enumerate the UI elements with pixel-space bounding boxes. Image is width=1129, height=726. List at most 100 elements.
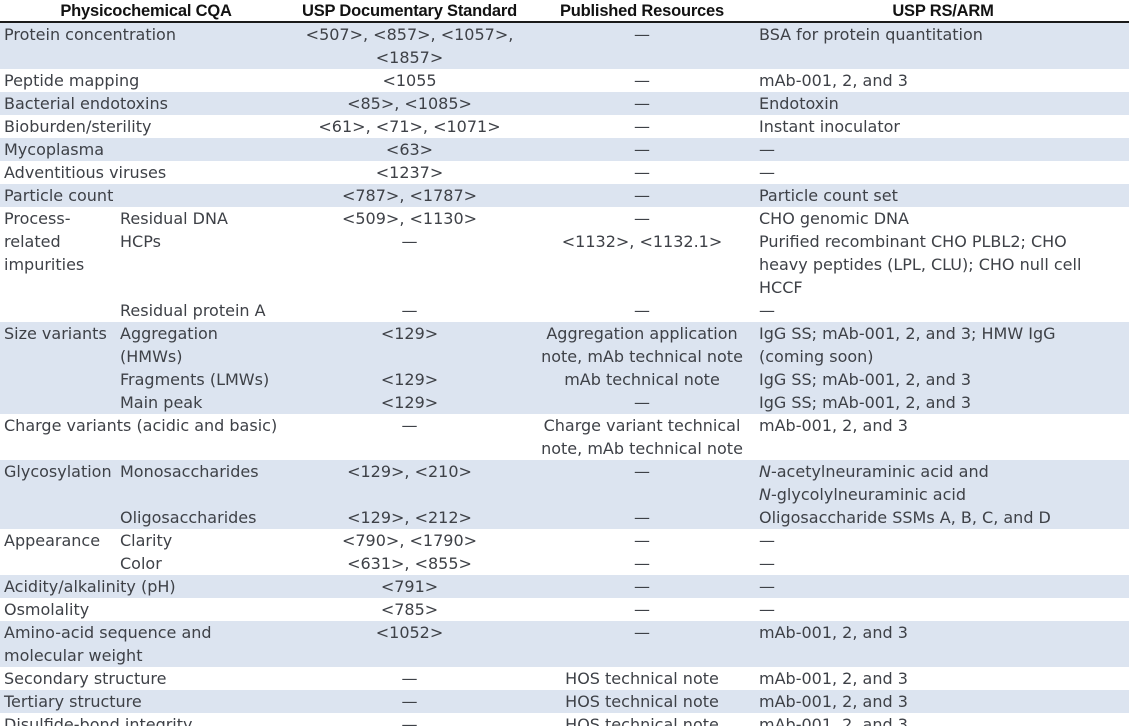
cell-published-resources: —: [634, 186, 650, 205]
row-items: <791> — —: [292, 575, 1129, 598]
item-line: — HOS technical note mAb-001, 2, and 3: [292, 667, 1129, 690]
table-row: Bacterial endotoxins <85>, <1085> — Endotox…: [0, 92, 1129, 115]
cell-usp-rs-arm: mAb-001, 2, and 3: [759, 669, 908, 688]
cell-usp-rs-arm: mAb-001, 2, and 3: [759, 71, 908, 90]
cell-usp-documentary-standard: <785>: [380, 600, 439, 619]
cell-analyte: Residual protein A: [120, 301, 266, 320]
cell-usp-documentary-standard: <1237>: [375, 163, 444, 182]
table-row: Adventitious viruses <1237> — —: [0, 161, 1129, 184]
row-items: Monosaccharides <129>, <210> — N-acetylneur…: [120, 460, 1129, 529]
table-row: Mycoplasma <63> — —: [0, 138, 1129, 161]
item-line: <61>, <71>, <1071> — Instant inoculator: [292, 115, 1129, 138]
cell-usp-documentary-standard: <129>: [380, 324, 439, 343]
row-items: <787>, <1787> — Particle count set: [292, 184, 1129, 207]
item-line: Monosaccharides <129>, <210> — N-acetylneur…: [120, 460, 1129, 506]
row-items: <85>, <1085> — Endotoxin: [292, 92, 1129, 115]
cell-usp-documentary-standard: <1055: [382, 71, 437, 90]
item-line: Oligosaccharides <129>, <212> — Oligosaccha…: [120, 506, 1129, 529]
cell-usp-documentary-standard: —: [401, 416, 418, 435]
row-label: Process-related impurities: [4, 209, 85, 274]
cell-analyte: Main peak: [120, 393, 203, 412]
cell-usp-rs-arm: mAb-001, 2, and 3: [759, 715, 908, 726]
item-line: — HOS technical note mAb-001, 2, and 3: [292, 690, 1129, 713]
row-items: <507>, <857>, <1057>, <1857> — BSA for pro…: [292, 23, 1129, 69]
cell-analyte: Monosaccharides: [120, 462, 259, 481]
column-header-usp-documentary-standard: USP Documentary Standard: [302, 2, 517, 20]
cell-published-resources: —: [634, 531, 650, 550]
row-items: — HOS technical note mAb-001, 2, and 3: [292, 667, 1129, 690]
row-label: Amino-acid sequence and molecular weight: [4, 623, 212, 665]
cell-published-resources: HOS technical note: [565, 715, 719, 726]
item-line: Aggregation (HMWs) <129> Aggregation applic…: [120, 322, 1129, 368]
column-header-usp-rs-arm: USP RS/ARM: [892, 2, 994, 20]
cell-usp-documentary-standard: <63>: [385, 140, 434, 159]
row-label: Peptide mapping: [4, 71, 140, 90]
cell-usp-documentary-standard: <129>, <210>: [347, 462, 472, 481]
cell-published-resources: —: [634, 301, 650, 320]
cell-usp-rs-arm: Endotoxin: [759, 94, 839, 113]
item-line: <785> — —: [292, 598, 1129, 621]
cell-analyte: Oligosaccharides: [120, 508, 257, 527]
row-items: <785> — —: [292, 598, 1129, 621]
cell-analyte: Fragments (LMWs): [120, 370, 270, 389]
cell-usp-rs-arm: —: [759, 531, 775, 550]
cell-published-resources: Charge variant technical note, mAb techni…: [541, 416, 743, 458]
cell-analyte: Residual DNA: [120, 209, 228, 228]
cell-usp-documentary-standard: <631>, <855>: [347, 554, 472, 573]
row-items: <63> — —: [292, 138, 1129, 161]
table-row: Tertiary structure — HOS technical note mAb…: [0, 690, 1129, 713]
cell-published-resources: —: [634, 600, 650, 619]
item-line: <507>, <857>, <1057>, <1857> — BSA for pro…: [292, 23, 1129, 69]
item-line: <1055 — mAb-001, 2, and 3: [292, 69, 1129, 92]
cell-published-resources: —: [634, 25, 650, 44]
row-label: Protein concentration: [4, 25, 176, 44]
cell-published-resources: mAb technical note: [564, 370, 720, 389]
cell-usp-documentary-standard: <787>, <1787>: [341, 186, 478, 205]
row-items: Residual DNA <509>, <1130> — CHO genomic DN…: [120, 207, 1129, 322]
table-row: Glycosylation Monosaccharides <129>, <210>…: [0, 460, 1129, 529]
table-row: Charge variants (acidic and basic) — Charg…: [0, 414, 1129, 460]
item-line: — Charge variant technical note, mAb techn…: [292, 414, 1129, 460]
row-label: Glycosylation: [4, 462, 112, 481]
row-items: <1055 — mAb-001, 2, and 3: [292, 69, 1129, 92]
row-label: Bioburden/sterility: [4, 117, 152, 136]
row-label: Osmolality: [4, 600, 90, 619]
cell-published-resources: —: [634, 71, 650, 90]
row-items: <1237> — —: [292, 161, 1129, 184]
cell-usp-rs-arm: mAb-001, 2, and 3: [759, 623, 908, 642]
cell-published-resources: <1132>, <1132.1>: [561, 232, 723, 251]
table-row: Amino-acid sequence and molecular weight <…: [0, 621, 1129, 667]
cell-usp-rs-arm: CHO genomic DNA: [759, 209, 909, 228]
row-items: — HOS technical note mAb-001, 2, and 3: [292, 713, 1129, 726]
cell-usp-rs-arm: Oligosaccharide SSMs A, B, C, and D: [759, 508, 1051, 527]
table-row: Process-related impurities Residual DNA <50…: [0, 207, 1129, 322]
cell-usp-documentary-standard: —: [401, 301, 418, 320]
row-items: Clarity <790>, <1790> — — Color <631>, <855> —…: [120, 529, 1129, 575]
row-items: — HOS technical note mAb-001, 2, and 3: [292, 690, 1129, 713]
item-line: Color <631>, <855> — —: [120, 552, 1129, 575]
cell-usp-documentary-standard: <790>, <1790>: [341, 531, 478, 550]
row-label: Adventitious viruses: [4, 163, 167, 182]
item-line: <85>, <1085> — Endotoxin: [292, 92, 1129, 115]
row-label: Disulfide-bond integrity: [4, 715, 193, 726]
table-row: Peptide mapping <1055 — mAb-001, 2, and 3: [0, 69, 1129, 92]
cell-usp-documentary-standard: —: [401, 715, 418, 726]
row-label: Bacterial endotoxins: [4, 94, 168, 113]
cell-analyte: Clarity: [120, 531, 173, 550]
table-row: Appearance Clarity <790>, <1790> — — Color <63…: [0, 529, 1129, 575]
cell-published-resources: —: [634, 462, 650, 481]
item-line: Clarity <790>, <1790> — —: [120, 529, 1129, 552]
cell-published-resources: —: [634, 163, 650, 182]
table-row: Protein concentration <507>, <857>, <1057…: [0, 23, 1129, 69]
table-row: Size variants Aggregation (HMWs) <129> Aggre…: [0, 322, 1129, 414]
row-label: Secondary structure: [4, 669, 167, 688]
cell-usp-rs-arm: —: [759, 577, 775, 596]
item-line: Residual protein A — — —: [120, 299, 1129, 322]
item-line: <1237> — —: [292, 161, 1129, 184]
item-line: <1052> — mAb-001, 2, and 3: [292, 621, 1129, 644]
cell-usp-documentary-standard: <129>: [380, 370, 439, 389]
cell-usp-rs-arm: IgG SS; mAb-001, 2, and 3: [759, 393, 972, 412]
cell-usp-documentary-standard: <509>, <1130>: [341, 209, 478, 228]
row-items: <61>, <71>, <1071> — Instant inoculator: [292, 115, 1129, 138]
